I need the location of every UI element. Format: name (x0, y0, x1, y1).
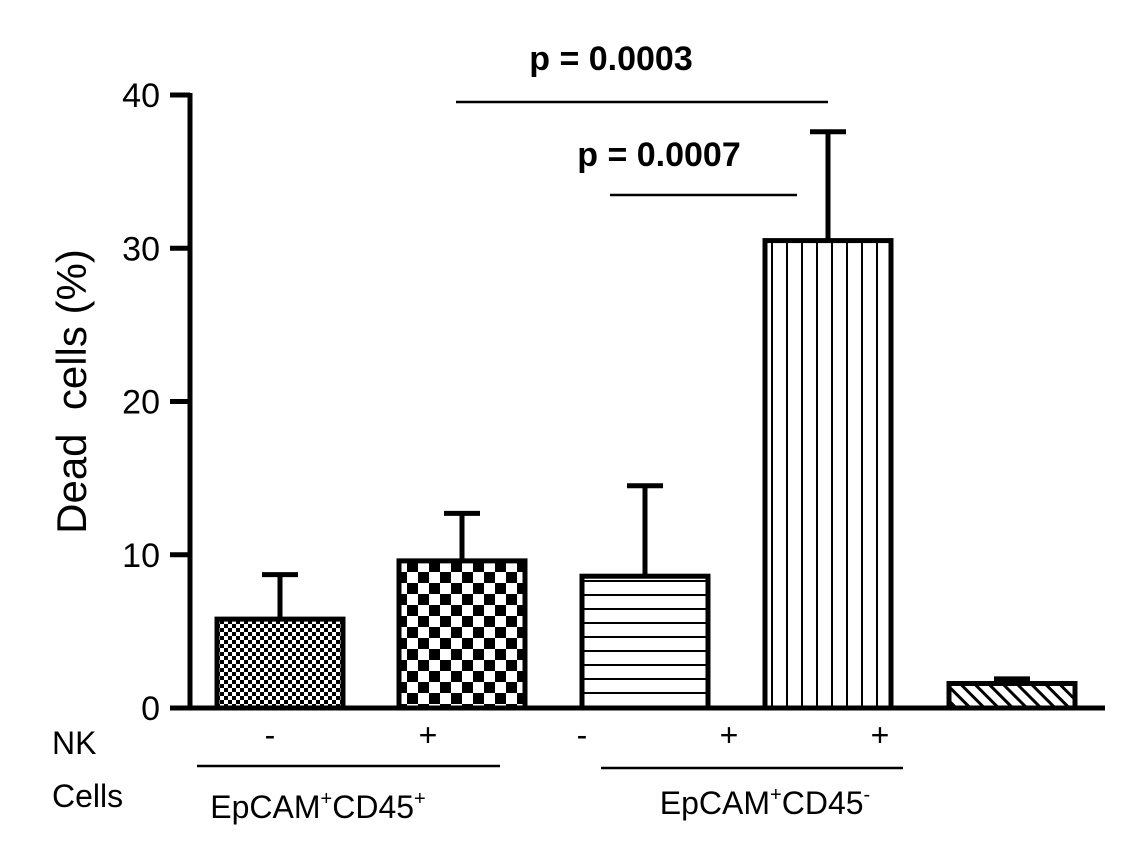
group-label: EpCAM+CD45+ (210, 788, 425, 825)
bar (762, 238, 894, 711)
axes: 0 10 20 30 40 Dead cells (%) (48, 77, 1105, 728)
nk-indicator: - (265, 717, 276, 753)
group-label-part: CD45 (782, 785, 864, 821)
y-axis-title: Dead cells (%) (48, 249, 95, 534)
group-label-superscript: + (770, 784, 782, 806)
bars (214, 129, 1078, 711)
significance-annotations: p = 0.0003 p = 0.0007 (456, 40, 828, 197)
nk-indicator: + (720, 717, 739, 753)
group-label-part: EpCAM (210, 789, 320, 825)
y-tick-label: 0 (141, 690, 160, 728)
bar (396, 558, 528, 711)
group-label-superscript: + (321, 788, 333, 810)
y-tick-label: 20 (122, 384, 160, 422)
nk-indicator: + (871, 717, 890, 753)
bar (214, 616, 346, 711)
bar (579, 573, 711, 711)
p-value-label: p = 0.0007 (577, 136, 741, 174)
row-label-nk: NK (52, 725, 96, 761)
y-tick-label: 30 (122, 230, 160, 268)
group-label: EpCAM+CD45- (660, 784, 870, 821)
group-label-part: CD45 (332, 789, 414, 825)
y-tick-label: 10 (122, 537, 160, 575)
bar (946, 680, 1078, 711)
group-label-superscript: + (414, 788, 426, 810)
nk-indicator: - (577, 717, 588, 753)
y-tick-label: 40 (122, 77, 160, 115)
p-value-label: p = 0.0003 (529, 40, 693, 78)
nk-indicator: + (419, 717, 438, 753)
group-label-superscript: - (864, 784, 871, 806)
group-label-part: EpCAM (660, 785, 770, 821)
row-label-cells: Cells (52, 778, 123, 814)
